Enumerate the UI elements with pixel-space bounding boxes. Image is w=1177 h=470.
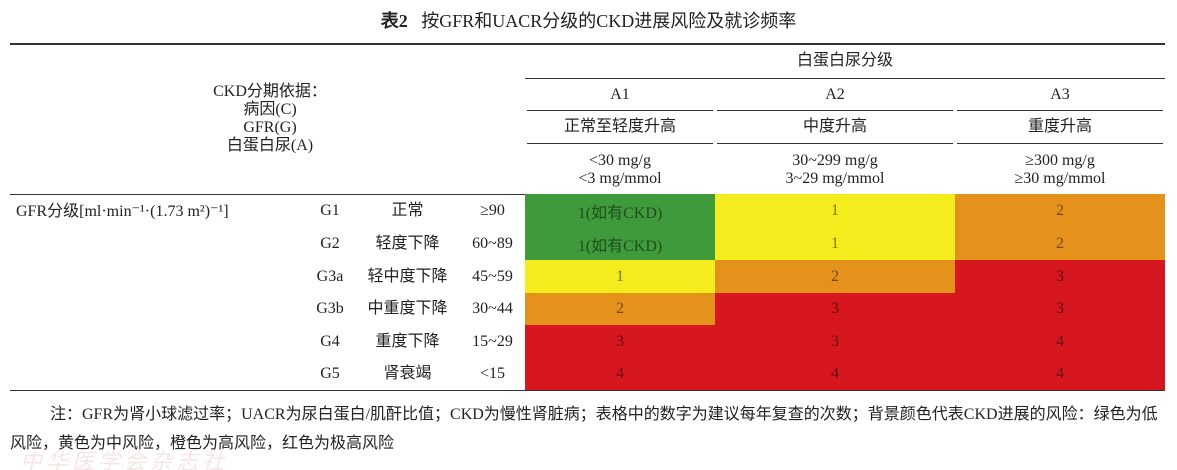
column-desc: 重度升高 <box>1027 118 1092 135</box>
column-desc: 中度升高 <box>802 118 867 135</box>
gfr-grade: G3a <box>316 267 344 285</box>
gfr-range: 60~89 <box>472 234 513 252</box>
rule <box>717 143 953 144</box>
gfr-range: <15 <box>479 365 506 382</box>
column-range: ≥300 mg/g <box>1025 152 1095 169</box>
column-range: <30 mg/g <box>589 152 651 169</box>
gfr-grade: G2 <box>320 234 340 252</box>
gfr-grade: G4 <box>320 332 340 350</box>
column-code: A3 <box>1050 86 1070 103</box>
gfr-stage: 正常 <box>391 201 424 219</box>
gfr-stage: 轻中度下降 <box>367 267 448 285</box>
top-rule <box>10 43 1165 45</box>
column-range: 30~299 mg/g <box>792 152 878 169</box>
gfr-stage: 肾衰竭 <box>383 365 432 382</box>
risk-cell: 1(如有CKD) <box>525 227 715 260</box>
risk-cell: 2 <box>955 227 1165 260</box>
risk-cell: 1 <box>715 194 955 227</box>
risk-cell: 4 <box>525 358 715 390</box>
watermark: 中华医学会杂志社 <box>20 449 229 470</box>
albuminuria-heading: 白蛋白尿分级 <box>796 52 893 69</box>
gfr-stage: 中重度下降 <box>367 300 448 317</box>
risk-cell: 4 <box>955 325 1165 358</box>
rule <box>717 110 953 111</box>
rule <box>957 143 1163 144</box>
rule <box>525 78 1165 79</box>
basis-line: GFR(G) <box>243 119 297 136</box>
risk-cell: 3 <box>955 293 1165 325</box>
rule <box>527 143 713 144</box>
gfr-grade: G1 <box>320 201 340 219</box>
risk-cell: 4 <box>715 358 955 390</box>
column-desc: 正常至轻度升高 <box>563 118 676 135</box>
basis-line: 白蛋白尿(A) <box>226 137 314 154</box>
gfr-label: GFR分级[ml·min⁻¹·(1.73 m²)⁻¹] <box>16 203 229 220</box>
column-code: A1 <box>610 86 630 103</box>
table-caption: 按GFR和UACR分级的CKD进展风险及就诊频率 <box>421 11 797 31</box>
gfr-range: 45~59 <box>472 267 513 285</box>
bottom-rule <box>10 390 1165 391</box>
gfr-range: 15~29 <box>472 332 513 350</box>
basis-line: 病因(C) <box>243 101 297 118</box>
rule <box>527 110 713 111</box>
risk-cell: 1(如有CKD) <box>525 194 715 227</box>
table-title: 表2 按GFR和UACR分级的CKD进展风险及就诊频率 <box>0 10 1177 32</box>
column-range: ≥30 mg/mmol <box>1014 170 1106 187</box>
gfr-grade: G5 <box>320 365 340 382</box>
table-number: 表2 <box>380 11 408 31</box>
risk-cell: 3 <box>525 325 715 358</box>
column-range: <3 mg/mmol <box>578 170 662 187</box>
rule <box>957 110 1163 111</box>
basis-line: CKD分期依据： <box>213 83 327 100</box>
gfr-stage: 重度下降 <box>375 332 440 350</box>
risk-cell: 2 <box>525 293 715 325</box>
risk-cell: 2 <box>955 194 1165 227</box>
gfr-range: ≥90 <box>480 201 505 219</box>
risk-cell: 3 <box>955 260 1165 293</box>
gfr-range: 30~44 <box>472 300 513 317</box>
gfr-grade: G3b <box>316 300 344 317</box>
risk-cell: 3 <box>715 293 955 325</box>
risk-cell: 1 <box>525 260 715 293</box>
column-range: 3~29 mg/mmol <box>785 170 885 187</box>
risk-cell: 1 <box>715 227 955 260</box>
column-code: A2 <box>825 86 845 103</box>
risk-cell: 2 <box>715 260 955 293</box>
footnote: 注：GFR为肾小球滤过率；UACR为尿白蛋白/肌酐比值；CKD为慢性肾脏病；表格… <box>10 406 1158 452</box>
gfr-stage: 轻度下降 <box>375 234 440 252</box>
risk-cell: 4 <box>955 358 1165 390</box>
risk-cell: 3 <box>715 325 955 358</box>
